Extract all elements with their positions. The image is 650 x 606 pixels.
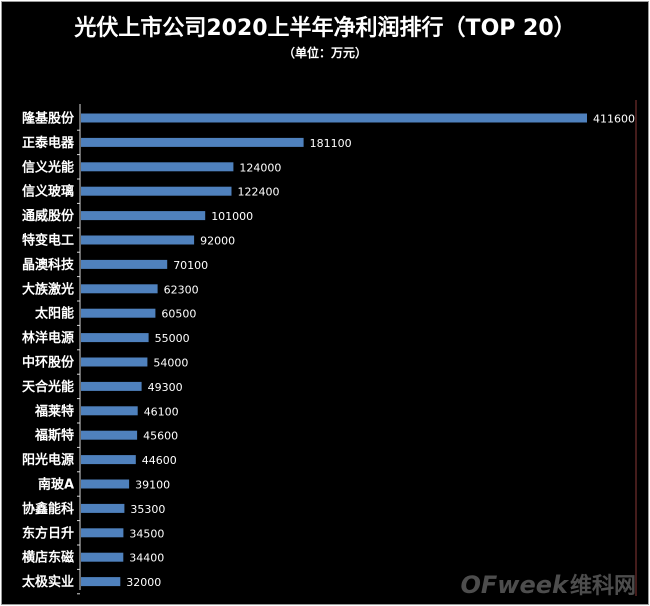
category-label-3: 信义光能 [22, 159, 74, 175]
category-label-1: 隆基股份 [22, 111, 75, 127]
bar-14 [81, 430, 138, 440]
bar-6 [81, 235, 195, 245]
watermark-logo: OFweek维科网 [461, 568, 637, 600]
category-label-2: 正泰电器 [22, 135, 75, 151]
category-label-7: 晶澳科技 [22, 257, 75, 273]
watermark-brand-cn: 维科网 [569, 574, 636, 599]
chart-subtitle: （单位：万元） [282, 46, 367, 60]
bar-13 [81, 406, 138, 416]
category-label-16: 南玻A [38, 477, 74, 493]
value-label-3: 124000 [239, 161, 281, 174]
value-label-5: 101000 [211, 210, 253, 223]
category-label-4: 信义玻璃 [22, 184, 74, 200]
value-label-12: 49300 [148, 381, 183, 394]
bar-1 [81, 113, 587, 123]
value-label-6: 92000 [200, 235, 235, 248]
value-label-14: 45600 [143, 430, 178, 443]
category-label-18: 东方日升 [22, 525, 74, 541]
value-label-10: 55000 [155, 332, 190, 345]
value-label-20: 32000 [126, 576, 161, 589]
bar-19 [81, 552, 124, 562]
bar-9 [81, 308, 156, 318]
category-label-10: 林洋电源 [22, 330, 74, 346]
category-label-14: 福斯特 [34, 428, 74, 444]
bar-11 [81, 357, 148, 367]
bar-2 [81, 137, 304, 147]
bar-3 [81, 162, 234, 172]
value-label-9: 60500 [161, 308, 196, 321]
watermark-brand: OFweek [460, 571, 568, 599]
category-label-11: 中环股份 [22, 355, 75, 371]
bar-18 [81, 528, 124, 538]
axes-layer [77, 100, 637, 596]
bar-16 [81, 479, 130, 489]
category-label-13: 福莱特 [34, 403, 74, 419]
bar-12 [81, 381, 142, 391]
value-label-1: 411600 [593, 113, 635, 126]
bar-7 [81, 259, 168, 269]
value-label-7: 70100 [173, 259, 208, 272]
bar-4 [81, 186, 232, 196]
category-label-20: 太极实业 [21, 574, 74, 590]
category-label-9: 太阳能 [34, 306, 74, 322]
value-label-19: 34400 [129, 552, 164, 565]
value-label-13: 46100 [144, 405, 179, 418]
value-label-8: 62300 [164, 283, 199, 296]
value-label-2: 181100 [310, 137, 352, 150]
value-label-16: 39100 [135, 479, 170, 492]
chart-title: 光伏上市公司2020上半年净利润排行（TOP 20） [74, 16, 576, 41]
value-label-18: 34500 [129, 527, 164, 540]
category-label-17: 协鑫能科 [22, 501, 74, 517]
value-label-4: 122400 [238, 186, 280, 199]
bar-17 [81, 503, 125, 513]
category-label-15: 阳光电源 [22, 452, 74, 468]
bar-8 [81, 284, 158, 294]
category-label-19: 横店东磁 [22, 550, 74, 566]
value-label-15: 44600 [142, 454, 177, 467]
bar-10 [81, 333, 149, 343]
bars-layer [81, 113, 587, 587]
value-label-11: 54000 [153, 357, 188, 370]
bar-5 [81, 211, 206, 221]
category-label-12: 天合光能 [22, 379, 74, 395]
bar-20 [81, 577, 121, 587]
labels-layer: 隆基股份 411600 正泰电器 181100 信义光能 124000 信义玻璃 122400… [21, 111, 635, 591]
value-label-17: 35300 [130, 503, 165, 516]
category-label-6: 特变电工 [22, 233, 74, 249]
category-label-8: 大族激光 [22, 281, 74, 297]
bar-15 [81, 455, 136, 465]
category-label-5: 通威股份 [22, 208, 75, 224]
